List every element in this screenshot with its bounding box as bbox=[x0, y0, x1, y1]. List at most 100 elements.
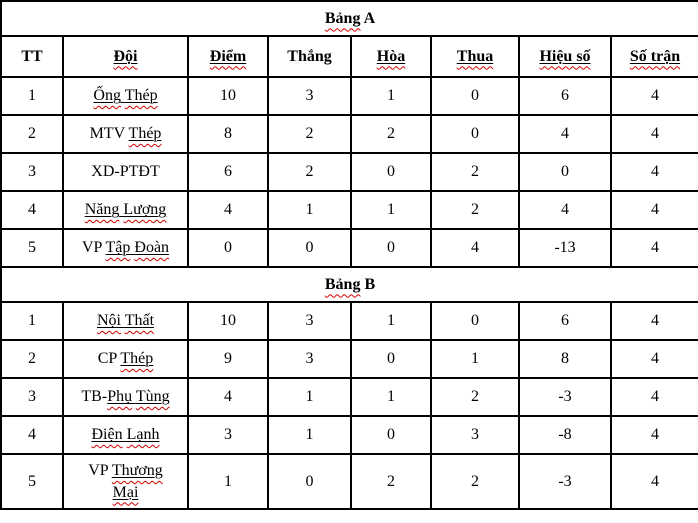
column-header: Điểm bbox=[187, 35, 269, 78]
cell-points: 6 bbox=[187, 152, 269, 192]
cell-points: 10 bbox=[187, 301, 269, 341]
column-header-text: Đội bbox=[113, 47, 138, 65]
cell-losses: 2 bbox=[430, 453, 520, 510]
cell-wins: 0 bbox=[267, 453, 352, 510]
column-header-text: Thắng bbox=[287, 47, 332, 65]
cell-matches-played: 4 bbox=[610, 76, 698, 116]
cell-wins: 2 bbox=[267, 114, 352, 154]
team-name-part: Thép bbox=[124, 87, 158, 105]
cell-matches-played: 4 bbox=[610, 377, 698, 417]
cell-draws: 1 bbox=[350, 190, 432, 230]
column-header-row: TT Đội Điểm Thắng Hòa Thua Hiệu số Số trận bbox=[0, 35, 698, 78]
cell-rank: 5 bbox=[0, 453, 64, 510]
cell-goal-difference: 4 bbox=[518, 114, 612, 154]
cell-rank: 2 bbox=[0, 114, 64, 154]
cell-team-name: VP Thương Mại bbox=[62, 453, 189, 510]
cell-wins: 1 bbox=[267, 415, 352, 455]
cell-rank: 2 bbox=[0, 339, 64, 379]
section-title-row: Bảng B bbox=[0, 266, 698, 303]
team-name-part: TB- bbox=[81, 388, 108, 406]
column-header: Số trận bbox=[610, 35, 698, 78]
team-name-part: Tùng bbox=[135, 388, 170, 406]
cell-goal-difference: 0 bbox=[518, 152, 612, 192]
cell-wins: 3 bbox=[267, 339, 352, 379]
cell-matches-played: 4 bbox=[610, 190, 698, 230]
team-name-part: Điện bbox=[91, 426, 123, 444]
cell-points: 8 bbox=[187, 114, 269, 154]
team-name-part: Lượng bbox=[123, 201, 167, 219]
cell-points: 10 bbox=[187, 76, 269, 116]
cell-points: 0 bbox=[187, 228, 269, 268]
team-name-part: Nội bbox=[96, 312, 121, 330]
table-row: 2 MTV Thép 8 2 2 0 4 4 bbox=[0, 114, 698, 154]
team-name-part: Mại bbox=[112, 483, 139, 501]
team-name-part: Ống bbox=[93, 87, 121, 105]
column-header-text: TT bbox=[21, 47, 43, 65]
cell-losses: 0 bbox=[430, 114, 520, 154]
cell-wins: 0 bbox=[267, 228, 352, 268]
table-row: 3 TB-Phụ Tùng 4 1 1 2 -3 4 bbox=[0, 377, 698, 417]
cell-draws: 1 bbox=[350, 301, 432, 341]
cell-goal-difference: -8 bbox=[518, 415, 612, 455]
cell-goal-difference: 6 bbox=[518, 76, 612, 116]
cell-draws: 0 bbox=[350, 152, 432, 192]
table-row: 4 Điện Lạnh 3 1 0 3 -8 4 bbox=[0, 415, 698, 455]
cell-team-name: Ống Thép bbox=[62, 76, 189, 116]
team-name-part: Phụ bbox=[107, 388, 133, 406]
cell-matches-played: 4 bbox=[610, 453, 698, 510]
column-header: Thua bbox=[430, 35, 520, 78]
cell-team-name: Điện Lạnh bbox=[62, 415, 189, 455]
team-name-part: Thất bbox=[124, 312, 155, 330]
cell-goal-difference: -13 bbox=[518, 228, 612, 268]
cell-wins: 3 bbox=[267, 76, 352, 116]
standings-table: Bảng A TT Đội Điểm Thắng Hòa Thua Hiệu số Số trậ… bbox=[0, 0, 698, 510]
cell-points: 1 bbox=[187, 453, 269, 510]
cell-losses: 0 bbox=[430, 76, 520, 116]
cell-team-name: MTV Thép bbox=[62, 114, 189, 154]
column-header: Thắng bbox=[267, 35, 352, 78]
column-header: Hiệu số bbox=[518, 35, 612, 78]
table-row: 5 VP Thương Mại 1 0 2 2 -3 4 bbox=[0, 453, 698, 510]
cell-rank: 5 bbox=[0, 228, 64, 268]
standings-table-body: Bảng A TT Đội Điểm Thắng Hòa Thua Hiệu số Số trậ… bbox=[0, 0, 698, 510]
cell-points: 9 bbox=[187, 339, 269, 379]
team-name-part: Thép bbox=[128, 125, 162, 143]
cell-rank: 4 bbox=[0, 415, 64, 455]
cell-team-name: Nội Thất bbox=[62, 301, 189, 341]
team-name-part: XD-PTĐT bbox=[91, 163, 160, 181]
cell-goal-difference: 4 bbox=[518, 190, 612, 230]
table-row: 1 Nội Thất 10 3 1 0 6 4 bbox=[0, 301, 698, 341]
team-name-part: VP bbox=[81, 239, 106, 257]
column-header-text: Hiệu số bbox=[539, 47, 591, 65]
cell-losses: 1 bbox=[430, 339, 520, 379]
cell-draws: 0 bbox=[350, 415, 432, 455]
cell-matches-played: 4 bbox=[610, 114, 698, 154]
section-title-text: A bbox=[360, 9, 376, 27]
cell-points: 3 bbox=[187, 415, 269, 455]
cell-draws: 2 bbox=[350, 114, 432, 154]
cell-team-name: TB-Phụ Tùng bbox=[62, 377, 189, 417]
team-name-part: CP bbox=[97, 350, 121, 368]
cell-wins: 3 bbox=[267, 301, 352, 341]
cell-goal-difference: 8 bbox=[518, 339, 612, 379]
cell-losses: 0 bbox=[430, 301, 520, 341]
section-title-text: B bbox=[360, 275, 376, 293]
cell-losses: 2 bbox=[430, 190, 520, 230]
team-name-part: Năng bbox=[84, 201, 120, 219]
column-header: TT bbox=[0, 35, 64, 78]
cell-matches-played: 4 bbox=[610, 152, 698, 192]
table-row: 4 Năng Lượng 4 1 1 2 4 4 bbox=[0, 190, 698, 230]
table-row: 1 Ống Thép 10 3 1 0 6 4 bbox=[0, 76, 698, 116]
cell-goal-difference: -3 bbox=[518, 377, 612, 417]
table-row: 2 CP Thép 9 3 0 1 8 4 bbox=[0, 339, 698, 379]
cell-rank: 1 bbox=[0, 76, 64, 116]
column-header-text: Số trận bbox=[629, 47, 681, 65]
cell-matches-played: 4 bbox=[610, 339, 698, 379]
team-name-part: Lạnh bbox=[126, 426, 160, 444]
cell-matches-played: 4 bbox=[610, 415, 698, 455]
cell-losses: 4 bbox=[430, 228, 520, 268]
cell-losses: 2 bbox=[430, 377, 520, 417]
column-header: Đội bbox=[62, 35, 189, 78]
team-name-part: Đoàn bbox=[134, 239, 170, 257]
